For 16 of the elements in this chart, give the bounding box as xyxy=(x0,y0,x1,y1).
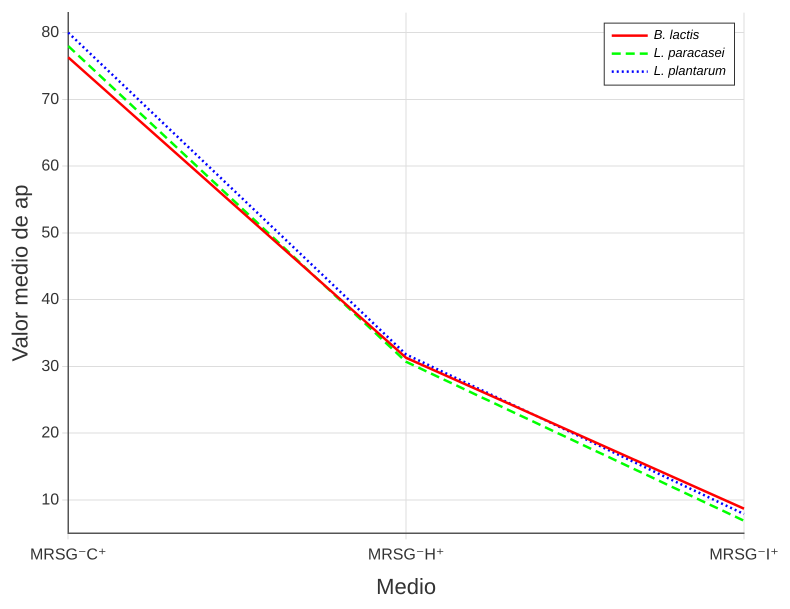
y-tick-label: 30 xyxy=(41,358,60,375)
legend-label: B. lactis xyxy=(654,27,700,42)
x-axis-title: Medio xyxy=(376,574,436,599)
y-tick-label: 40 xyxy=(41,291,60,308)
y-tick-label: 20 xyxy=(41,424,60,442)
y-axis-title: Valor medio de ap xyxy=(7,184,32,362)
y-tick-label: 10 xyxy=(41,491,60,508)
legend-label: L. plantarum xyxy=(654,63,726,78)
y-tick-label: 50 xyxy=(41,224,60,242)
x-tick-label: MRSG⁻H⁺ xyxy=(368,546,444,564)
y-tick-label: 70 xyxy=(41,90,60,108)
y-tick-label: 80 xyxy=(41,24,60,42)
x-tick-label: MRSG⁻C⁺ xyxy=(30,546,106,564)
legend-label: L. paracasei xyxy=(654,45,726,60)
x-tick-label: MRSG⁻I⁺ xyxy=(709,546,779,564)
y-tick-label: 60 xyxy=(41,158,60,175)
